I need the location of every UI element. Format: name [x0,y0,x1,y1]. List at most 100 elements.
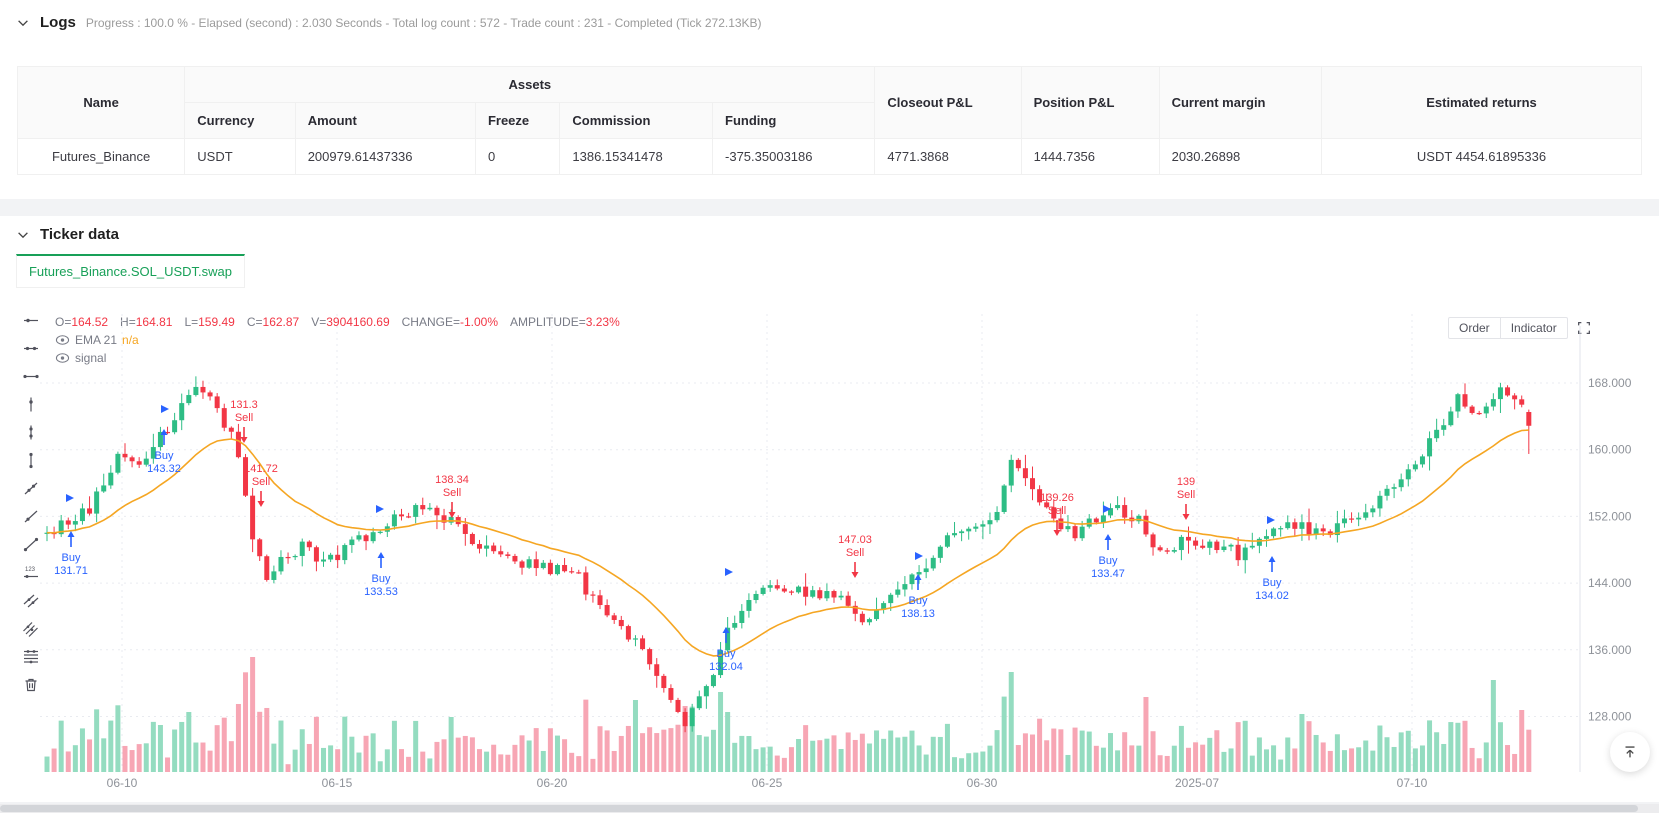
eye-icon[interactable] [55,334,70,346]
volume-bar [115,705,121,772]
table-row: Futures_Binance USDT 200979.61437336 0 1… [16,138,1643,175]
candle-body [87,508,93,514]
candle-body [576,572,582,574]
volume-bar [384,749,390,772]
candle-body [1030,478,1036,490]
scrollbar-thumb[interactable] [0,805,1638,812]
candle-body [732,622,738,628]
price-chart[interactable]: 168.000 160.000 152.000 144.000 136.000 128.0… [0,300,1659,805]
horizontal-ray-tool[interactable] [21,312,41,329]
volume-bar [1476,758,1482,772]
col-assets-group: Assets [184,66,876,103]
candle-body [1405,469,1411,480]
volume-bar [51,748,57,772]
candle-body [1193,540,1199,546]
candle-body [1455,394,1461,412]
volume-bar [1384,737,1390,772]
chart-legend: O=164.52 H=164.81 L=159.49 C=162.87 V=390416… [55,313,627,367]
candle-body [1313,528,1319,535]
volume-bar [1483,742,1489,772]
signal-row: signal [55,349,627,367]
delete-tool[interactable] [21,676,41,693]
buy-price-label: 133.47 [1091,568,1125,580]
price-label: 168.000 [1588,376,1632,390]
ohlc-label: C= [246,315,263,329]
candle-body [1419,456,1425,465]
col-currency: Currency [184,102,296,139]
candle-body [1150,534,1156,548]
candle-body [313,547,319,562]
horizontal-line-tool[interactable] [21,340,41,357]
vertical-ray-tool[interactable] [21,396,41,413]
candle-body [817,590,823,599]
candle-body [632,638,638,640]
candle-body [1434,429,1440,439]
indicator-button[interactable]: Indicator [1500,317,1568,339]
candle-body [796,586,802,593]
volume-bar [1086,731,1092,772]
sell-label: Sell [235,412,253,424]
horizontal-scrollbar[interactable] [0,804,1659,813]
svg-text:123: 123 [25,567,36,573]
volume-bar [321,747,327,772]
candle-body [859,613,865,623]
candle-body [1476,412,1482,415]
volume-bar [292,749,298,772]
candle-body [420,505,426,510]
sell-price-label: 147.03 [838,534,872,546]
candle-body [434,507,440,516]
volume-bar [1079,730,1085,772]
parallel-channel-tool[interactable] [21,620,41,637]
volume-bar [1228,748,1234,772]
volume-bar [476,749,482,772]
trend-ray-tool[interactable] [21,480,41,497]
price-line-tool[interactable]: 123 [21,564,41,581]
ohlc-label: CHANGE= [401,315,460,329]
candle-body [1497,387,1503,400]
collapse-logs-icon[interactable] [16,16,30,30]
volume-bar [328,745,334,772]
volume-bar [391,720,397,772]
scroll-to-top-button[interactable] [1610,732,1650,772]
vertical-line-tool[interactable] [21,424,41,441]
volume-bar [675,724,681,772]
candle-body [1349,518,1355,520]
volume-bar [186,712,192,772]
volume-bar [1412,748,1418,772]
candle-body [79,508,85,522]
volume-bar [1200,744,1206,772]
col-closeout-pnl: Closeout P&L [874,66,1022,139]
trend-segment-tool[interactable] [21,536,41,553]
candle-body [484,545,490,549]
cell-freeze: 0 [474,138,561,175]
buy-price-label: 131.71 [54,565,88,577]
volume-bar [271,743,277,772]
volume-bar [349,736,355,772]
fullscreen-icon[interactable] [1576,320,1592,336]
volume-bar [1427,720,1433,772]
volume-bar [1178,725,1184,772]
candle-body [122,453,128,458]
candle-body [937,546,943,558]
order-button[interactable]: Order [1448,317,1501,339]
ohlc-value: 3904160.69 [326,315,390,329]
horizontal-segment-tool[interactable] [21,368,41,385]
vertical-segment-tool[interactable] [21,452,41,469]
volume-bar [1398,732,1404,772]
parallel-lines-tool[interactable] [21,592,41,609]
chart-actions: Order Indicator [1448,317,1592,339]
tab-futures-binance-sol-usdt-swap[interactable]: Futures_Binance.SOL_USDT.swap [16,254,245,288]
candle-body [462,524,468,534]
eye-icon[interactable] [55,352,70,364]
trend-line-tool[interactable] [21,508,41,525]
volume-bar [732,742,738,772]
horizontal-rows-tool[interactable] [21,648,41,665]
volume-bar [448,717,454,772]
sell-arrow-head [1182,514,1190,520]
volume-bar [122,745,128,772]
collapse-ticker-icon[interactable] [16,228,30,242]
volume-bar [413,720,419,772]
volume-bar [299,729,305,772]
sell-label: Sell [846,547,864,559]
